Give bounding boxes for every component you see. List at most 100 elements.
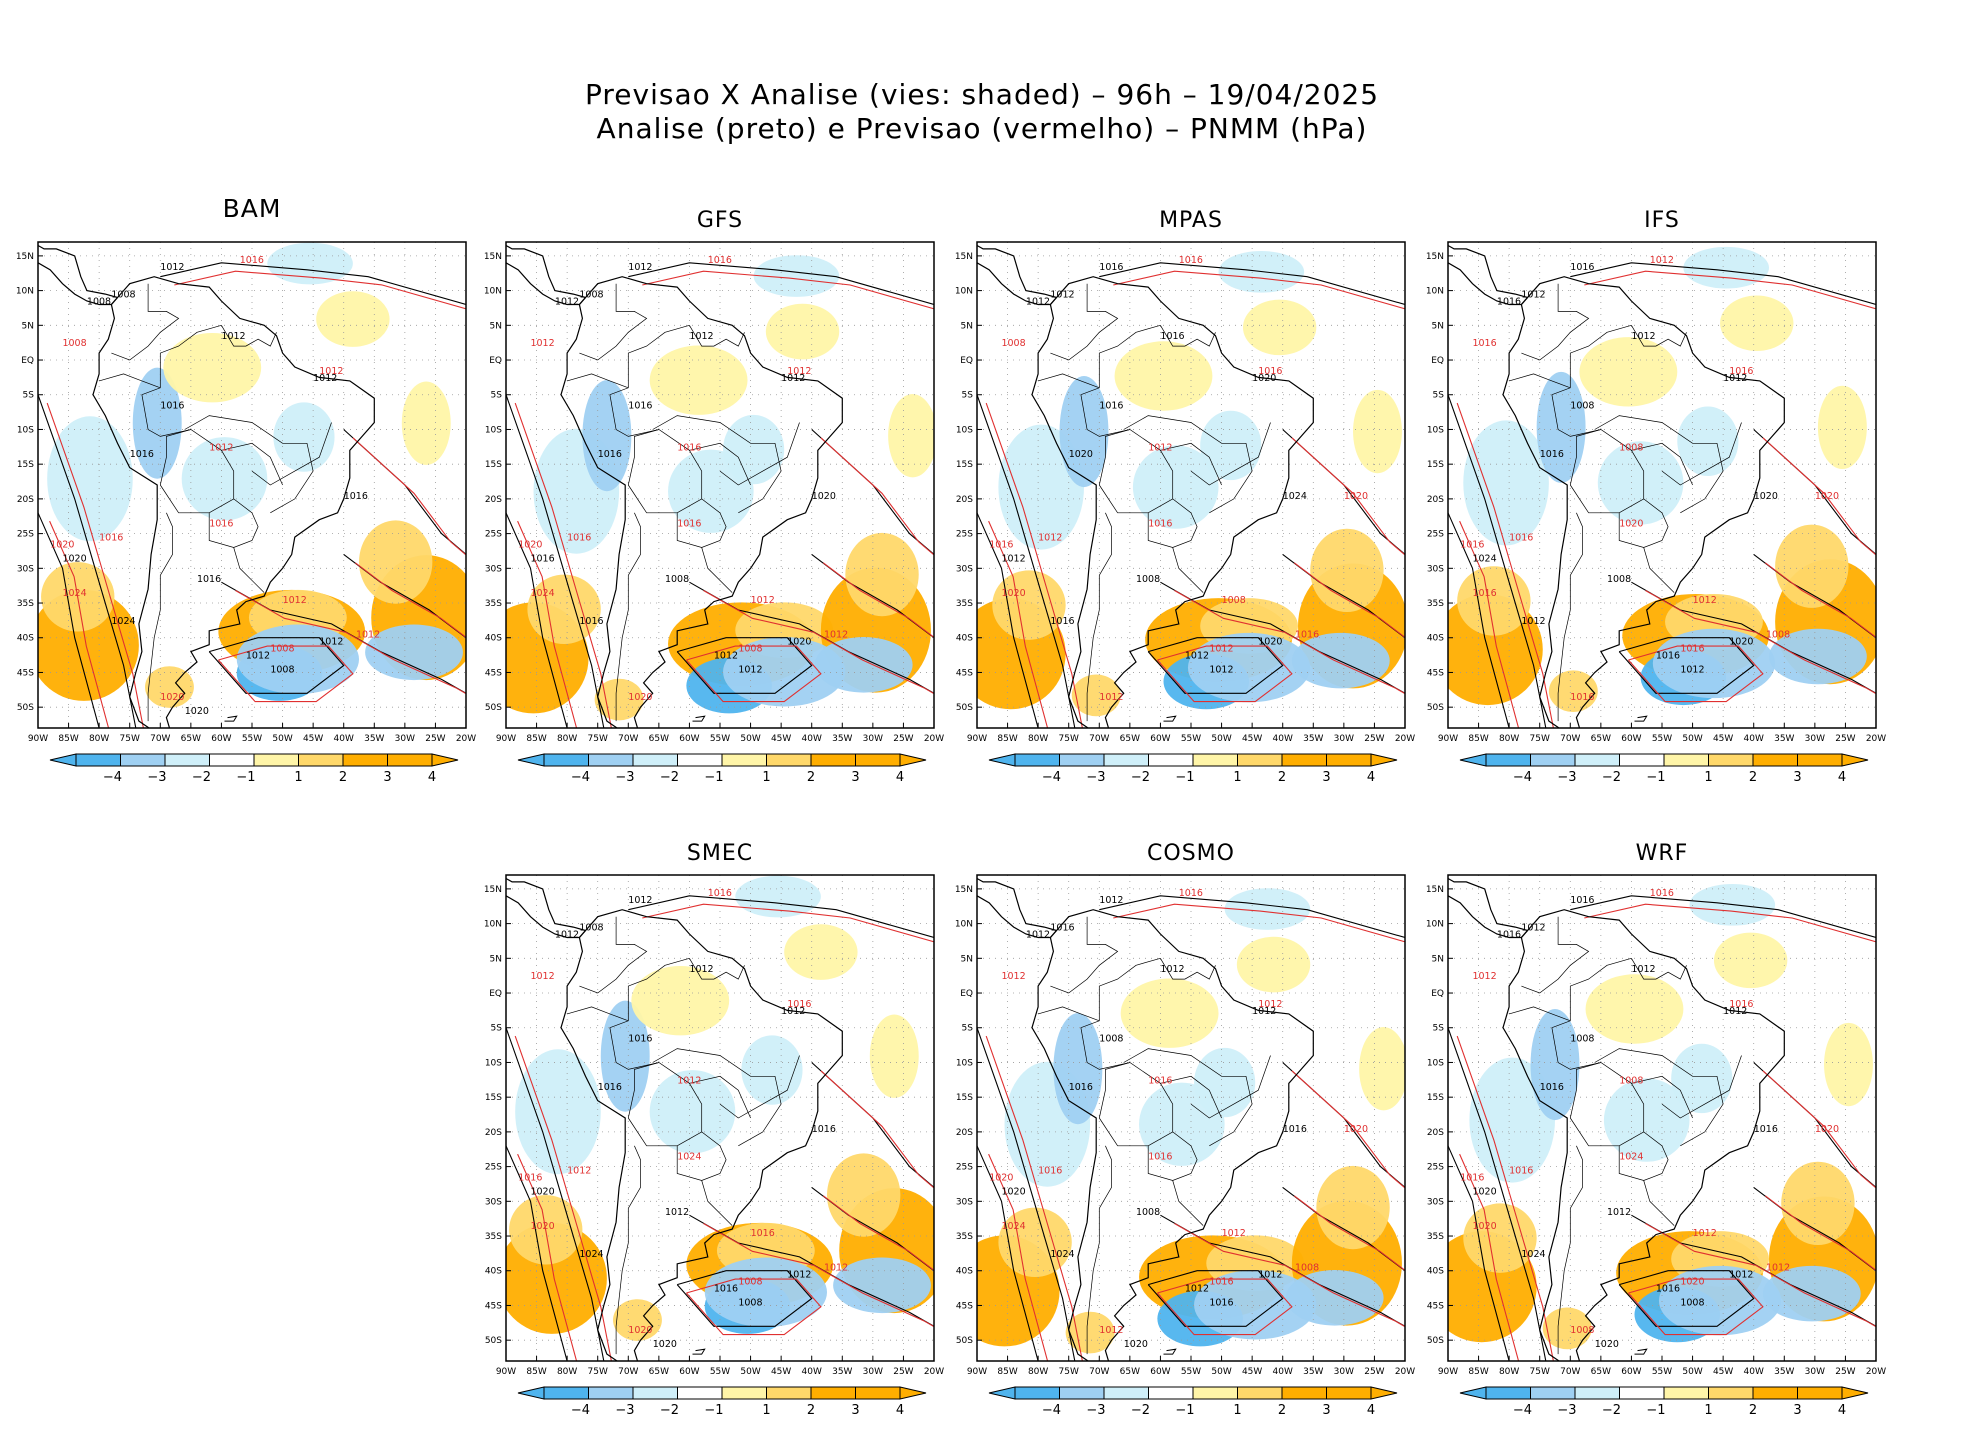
forecast-pressure-label: 1008 — [270, 644, 294, 655]
bias-shading-area — [1200, 410, 1262, 481]
bias-shading-area — [365, 624, 463, 681]
longitude-label: 80W — [1028, 1367, 1048, 1377]
latitude-label: 40S — [485, 1267, 502, 1277]
forecast-pressure-label: 1024 — [1619, 1152, 1643, 1163]
figure-title-line1: Previsao X Analise (vies: shaded) – 96h … — [584, 78, 1380, 111]
analysis-isobar — [38, 394, 137, 728]
longitude-label: 90W — [1438, 734, 1458, 744]
bias-shading-area — [527, 574, 601, 644]
analysis-pressure-label: 1024 — [579, 1249, 603, 1260]
latitude-label: 10N — [1426, 920, 1444, 930]
analysis-pressure-label: 1012 — [160, 262, 184, 273]
forecast-pressure-label: 1016 — [1472, 338, 1496, 349]
analysis-pressure-label: 1012 — [1160, 964, 1184, 975]
bias-shading-area — [1652, 628, 1776, 699]
forecast-isobar — [1293, 1195, 1405, 1272]
longitude-label: 45W — [1242, 1367, 1262, 1377]
forecast-isobar — [514, 402, 612, 728]
forecast-pressure-label: 1012 — [824, 1263, 848, 1274]
analysis-pressure-label: 1016 — [1209, 1297, 1233, 1308]
forecast-pressure-label: 1008 — [738, 644, 762, 655]
latitude-label: 5S — [962, 391, 974, 401]
forecast-isobar — [1174, 590, 1405, 695]
forecast-pressure-label: 1008 — [1295, 1263, 1319, 1274]
analysis-pressure-label: 1016 — [579, 616, 603, 627]
latitude-label: 5N — [961, 321, 973, 331]
latitude-label: 40S — [1427, 1267, 1444, 1277]
forecast-isobar — [985, 1035, 1083, 1361]
analysis-pressure-label: 1016 — [1754, 1124, 1778, 1135]
forecast-pressure-label: 1016 — [708, 888, 732, 899]
panel-wrf-colorbar: −4 −3 −2 −1 1 2 3 4 — [1459, 1386, 1869, 1418]
forecast-pressure-label: 1020 — [1472, 1221, 1496, 1232]
forecast-isobar — [1456, 1035, 1554, 1361]
bias-shading-area — [1071, 674, 1121, 717]
bias-shading-area — [1285, 1270, 1384, 1326]
forecast-pressure-label: 1012 — [319, 366, 343, 377]
latitude-label: 15N — [16, 252, 34, 262]
panel-ifs-colorbar: −4 −3 −2 −1 1 2 3 4 — [1459, 753, 1869, 785]
bias-shading-area — [827, 1153, 901, 1237]
analysis-pressure-label: 1008 — [579, 290, 603, 301]
latitude-label: 25S — [1427, 1163, 1444, 1173]
longitude-label: 55W — [1652, 734, 1672, 744]
panel-cosmo-map: 1012101610081012101210121016101610201024… — [955, 874, 1415, 1377]
bias-shading-area — [1677, 406, 1739, 476]
latitude-label: 25S — [956, 1163, 973, 1173]
analysis-pressure-label: 1016 — [1497, 929, 1521, 940]
latitude-label: 35S — [1427, 599, 1444, 609]
colorbar-label: 2 — [807, 1403, 815, 1418]
latitude-label: 30S — [956, 1197, 973, 1207]
latitude-label: 20S — [1427, 495, 1444, 505]
forecast-pressure-label: 1016 — [1148, 1075, 1172, 1086]
bias-shading-area — [1120, 978, 1219, 1048]
colorbar-label: 4 — [428, 770, 436, 785]
colorbar-label: 1 — [762, 770, 770, 785]
colorbar-label: 4 — [1367, 770, 1375, 785]
analysis-pressure-label: 1020 — [1754, 491, 1778, 502]
analysis-pressure-label: 1016 — [1283, 1124, 1307, 1135]
analysis-pressure-label: 1020 — [653, 1339, 677, 1350]
latitude-label: 40S — [956, 634, 973, 644]
forecast-isobar — [685, 645, 822, 703]
latitude-label: 10N — [1426, 287, 1444, 297]
latitude-label: 35S — [1427, 1232, 1444, 1242]
analysis-pressure-label: 1020 — [1252, 373, 1276, 384]
analysis-isobar — [1448, 1027, 1547, 1361]
latitude-label: 30S — [485, 564, 502, 574]
longitude-label: 30W — [1805, 734, 1825, 744]
bias-shading-area — [1059, 375, 1109, 488]
analysis-pressure-label: 1016 — [160, 401, 184, 412]
analysis-pressure-label: 1012 — [665, 1207, 689, 1218]
analysis-pressure-label: 1012 — [1631, 964, 1655, 975]
panel-mpas-title: MPAS — [1159, 208, 1223, 233]
colorbar-label: −2 — [660, 770, 679, 785]
forecast-isobar — [988, 520, 1049, 728]
bias-shading-area — [1824, 1022, 1873, 1107]
longitude-label: 35W — [832, 734, 852, 744]
forecast-isobar — [1762, 1070, 1876, 1189]
colorbar-label: 2 — [807, 770, 815, 785]
colorbar-label: −3 — [1557, 1403, 1576, 1418]
bias-shading-area — [316, 291, 390, 347]
colorbar-label: 4 — [1838, 770, 1846, 785]
analysis-pressure-label: 1008 — [1570, 1034, 1594, 1045]
forecast-isobar — [703, 590, 934, 695]
longitude-label: 20W — [1866, 1367, 1886, 1377]
forecast-isobar — [1459, 520, 1520, 728]
bias-shading-area — [1542, 1307, 1592, 1350]
bias-shading-area — [1457, 566, 1531, 636]
colorbar-label: −2 — [1131, 770, 1150, 785]
panel-gfs-map: 1012100810161012101210121016102010161016… — [484, 241, 944, 744]
analysis-pressure-label: 1016 — [628, 401, 652, 412]
longitude-label: 35W — [1303, 1367, 1323, 1377]
analysis-pressure-label: 1020 — [62, 553, 86, 564]
bias-shading-area — [515, 1049, 601, 1175]
analysis-pressure-label: 1012 — [628, 262, 652, 273]
forecast-pressure-label: 1016 — [989, 539, 1013, 550]
analysis-isobar — [977, 394, 1076, 728]
latitude-label: 35S — [485, 1232, 502, 1242]
latitude-label: 10N — [955, 287, 973, 297]
longitude-label: 20W — [924, 1367, 944, 1377]
analysis-isobar — [1147, 1270, 1284, 1327]
